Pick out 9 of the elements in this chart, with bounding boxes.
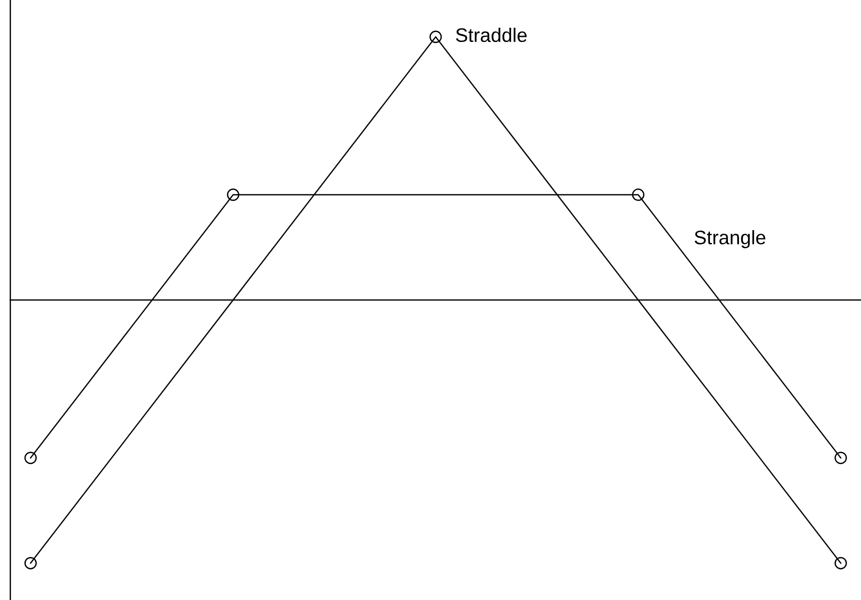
point [429,30,442,44]
point [226,188,240,201]
series-label: Strangle [694,230,766,248]
point [834,556,847,570]
series-label: Straddle [456,28,527,42]
point [24,452,37,464]
point [24,556,37,570]
point [632,188,644,201]
point [834,452,847,464]
